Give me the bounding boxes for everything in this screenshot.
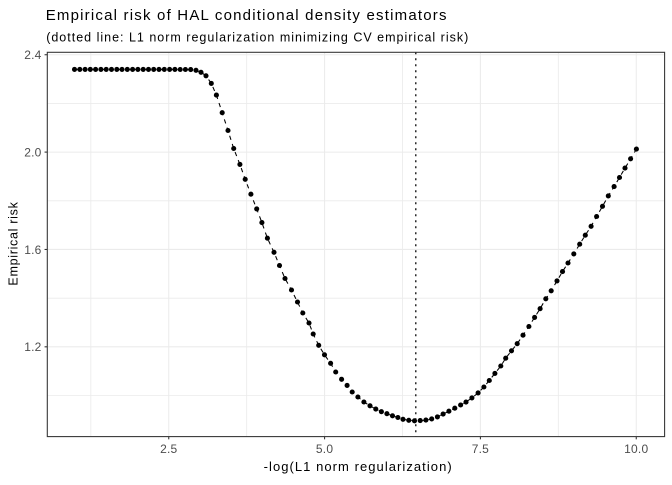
svg-text:7.5: 7.5: [472, 442, 489, 456]
svg-text:Empirical risk: Empirical risk: [7, 201, 21, 285]
svg-text:2.0: 2.0: [24, 145, 41, 159]
svg-text:1.6: 1.6: [24, 243, 41, 257]
svg-text:(dotted line: L1 norm regulari: (dotted line: L1 norm regularization min…: [46, 30, 469, 44]
svg-text:1.2: 1.2: [24, 340, 41, 354]
svg-text:Empirical risk of HAL conditio: Empirical risk of HAL conditional densit…: [46, 7, 448, 24]
svg-text:2.4: 2.4: [24, 48, 41, 62]
svg-text:5.0: 5.0: [316, 442, 333, 456]
svg-text:-log(L1 norm regularization): -log(L1 norm regularization): [264, 459, 453, 474]
svg-text:10.0: 10.0: [624, 442, 648, 456]
svg-text:2.5: 2.5: [160, 442, 177, 456]
